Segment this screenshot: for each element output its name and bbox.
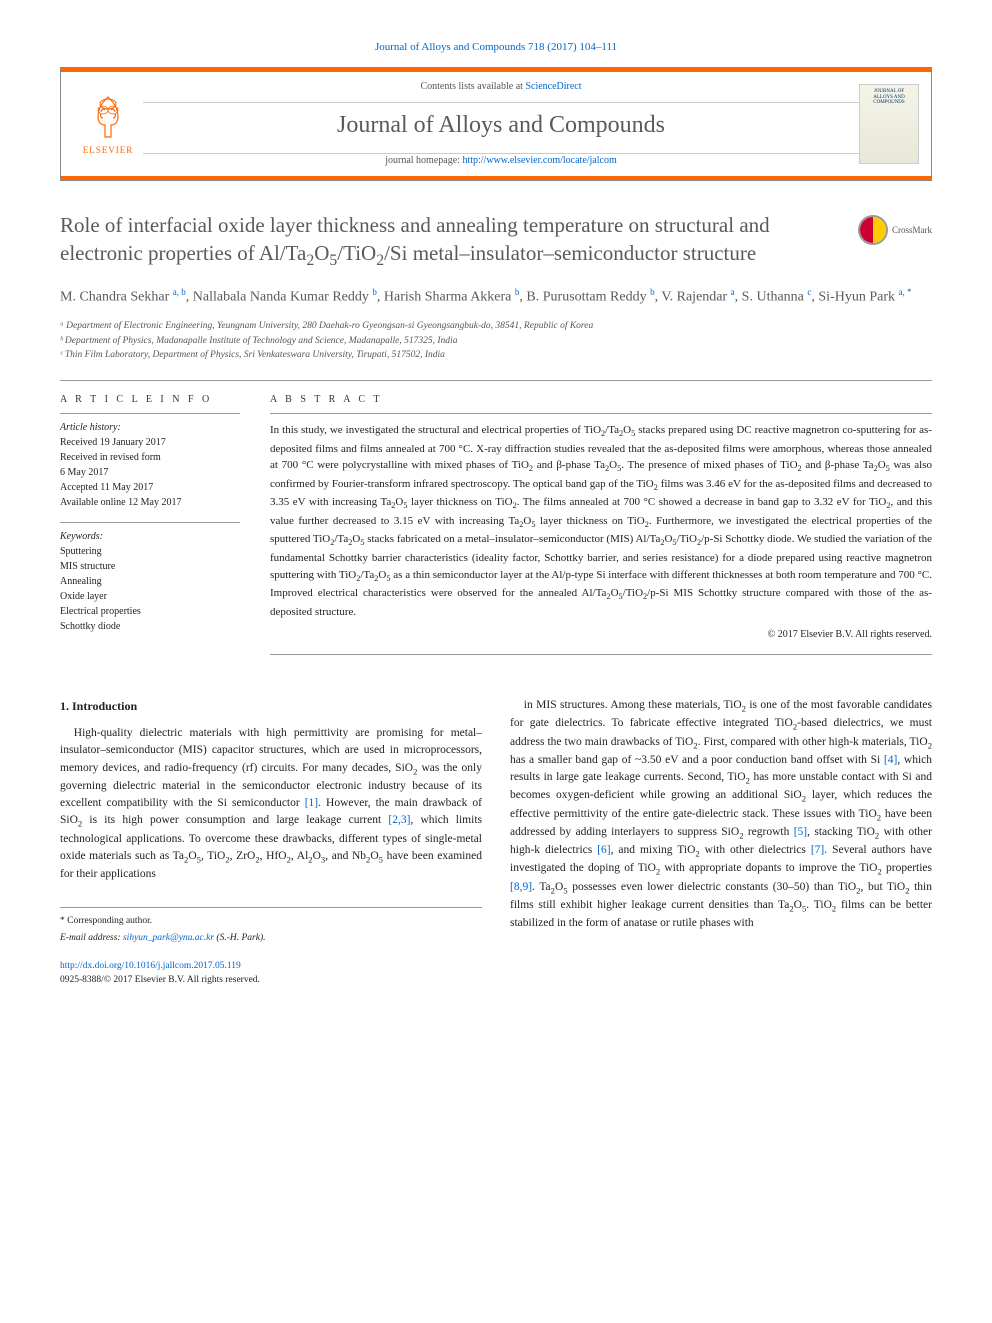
keyword: Electrical properties — [60, 604, 240, 619]
right-column: in MIS structures. Among these materials… — [510, 697, 932, 987]
elsevier-text: ELSEVIER — [83, 144, 134, 157]
article-history-block: Article history: Received 19 January 201… — [60, 413, 240, 510]
crossmark-badge[interactable]: CrossMark — [858, 215, 932, 245]
affiliation-line: ᵇ Department of Physics, Madanapalle Ins… — [60, 334, 932, 348]
journal-header-box: ELSEVIER Contents lists available at Sci… — [60, 67, 932, 181]
body-columns: 1. Introduction High-quality dielectric … — [60, 697, 932, 987]
abstract-copyright: © 2017 Elsevier B.V. All rights reserved… — [270, 628, 932, 642]
history-line: Accepted 11 May 2017 — [60, 480, 240, 495]
divider — [270, 654, 932, 655]
journal-cover-thumb: JOURNAL OF ALLOYS AND COMPOUNDS — [859, 84, 919, 164]
keywords-block: Keywords: SputteringMIS structureAnneali… — [60, 522, 240, 634]
keyword: MIS structure — [60, 559, 240, 574]
orange-bar-bottom — [61, 176, 931, 180]
journal-name: Journal of Alloys and Compounds — [143, 109, 859, 143]
affiliation-line: ᵃ Department of Electronic Engineering, … — [60, 319, 932, 333]
left-column: 1. Introduction High-quality dielectric … — [60, 697, 482, 987]
crossmark-text: CrossMark — [892, 224, 932, 237]
citation-link[interactable]: [7] — [811, 844, 824, 856]
affiliation-line: ᶜ Thin Film Laboratory, Department of Ph… — [60, 348, 932, 362]
history-line: Available online 12 May 2017 — [60, 495, 240, 510]
abstract-column: A B S T R A C T In this study, we invest… — [270, 393, 932, 667]
email-label: E-mail address: — [60, 933, 123, 943]
email-link[interactable]: sihyun_park@ynu.ac.kr — [123, 933, 214, 943]
abstract-text: In this study, we investigated the struc… — [270, 413, 932, 620]
doi-link[interactable]: http://dx.doi.org/10.1016/j.jallcom.2017… — [60, 961, 241, 971]
body-paragraph: in MIS structures. Among these materials… — [510, 697, 932, 932]
keyword: Annealing — [60, 574, 240, 589]
elsevier-logo: ELSEVIER — [73, 84, 143, 164]
homepage-prefix: journal homepage: — [385, 155, 462, 166]
affiliations: ᵃ Department of Electronic Engineering, … — [60, 319, 932, 362]
email-suffix: (S.-H. Park). — [214, 933, 265, 943]
citation-link[interactable]: [6] — [597, 844, 610, 856]
email-line: E-mail address: sihyun_park@ynu.ac.kr (S… — [60, 931, 482, 945]
keyword: Sputtering — [60, 544, 240, 559]
citation-link[interactable]: [8,9] — [510, 881, 532, 893]
author-list: M. Chandra Sekhar a, b, Nallabala Nanda … — [60, 286, 932, 308]
divider — [60, 380, 932, 381]
citation-link[interactable]: [4] — [884, 754, 897, 766]
contents-prefix: Contents lists available at — [420, 81, 525, 92]
article-info-column: A R T I C L E I N F O Article history: R… — [60, 393, 240, 667]
issn-line: 0925-8388/© 2017 Elsevier B.V. All right… — [60, 973, 482, 987]
keyword: Schottky diode — [60, 619, 240, 634]
sciencedirect-link[interactable]: ScienceDirect — [525, 81, 581, 92]
crossmark-icon — [858, 215, 888, 245]
history-label: Article history: — [60, 420, 240, 435]
article-title: Role of interfacial oxide layer thicknes… — [60, 211, 932, 272]
elsevier-tree-icon — [83, 92, 133, 142]
article-info-heading: A R T I C L E I N F O — [60, 393, 240, 407]
history-line: Received in revised form — [60, 450, 240, 465]
citation-link[interactable]: [2,3] — [388, 814, 410, 826]
keyword: Oxide layer — [60, 589, 240, 604]
corresponding-label: * Corresponding author. — [60, 914, 482, 928]
citation-link[interactable]: [5] — [794, 826, 807, 838]
homepage-line: journal homepage: http://www.elsevier.co… — [143, 154, 859, 168]
body-paragraph: High-quality dielectric materials with h… — [60, 725, 482, 883]
journal-reference: Journal of Alloys and Compounds 718 (201… — [60, 40, 932, 55]
keywords-label: Keywords: — [60, 529, 240, 544]
cover-thumb-title: JOURNAL OF ALLOYS AND COMPOUNDS — [864, 89, 914, 106]
history-line: Received 19 January 2017 — [60, 435, 240, 450]
history-line: 6 May 2017 — [60, 465, 240, 480]
corresponding-author-block: * Corresponding author. E-mail address: … — [60, 907, 482, 945]
doi-block: http://dx.doi.org/10.1016/j.jallcom.2017… — [60, 959, 482, 988]
homepage-link[interactable]: http://www.elsevier.com/locate/jalcom — [462, 155, 616, 166]
abstract-heading: A B S T R A C T — [270, 393, 932, 407]
contents-line: Contents lists available at ScienceDirec… — [143, 80, 859, 94]
section-heading: 1. Introduction — [60, 697, 482, 715]
citation-link[interactable]: [1] — [305, 797, 318, 809]
